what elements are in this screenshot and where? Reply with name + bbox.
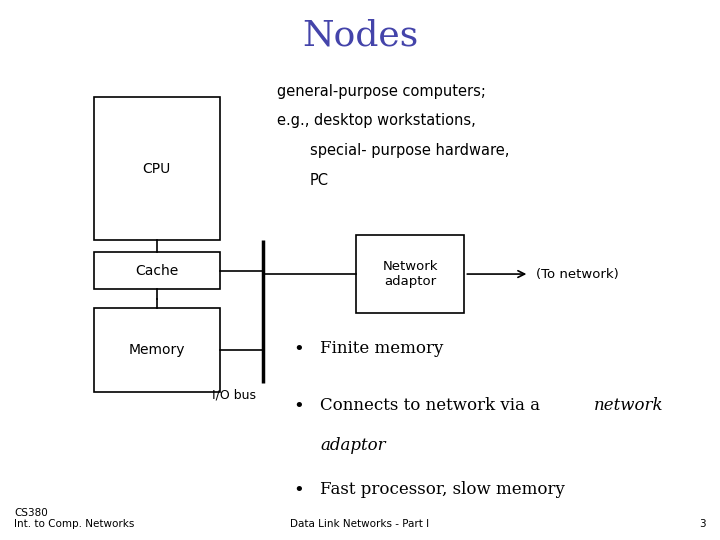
Text: special- purpose hardware,: special- purpose hardware, bbox=[310, 143, 509, 158]
Text: general-purpose computers;: general-purpose computers; bbox=[277, 84, 486, 99]
Text: •: • bbox=[294, 481, 304, 498]
FancyBboxPatch shape bbox=[94, 252, 220, 289]
Text: •: • bbox=[294, 340, 304, 358]
Text: Fast processor, slow memory: Fast processor, slow memory bbox=[320, 481, 565, 497]
Text: Memory: Memory bbox=[128, 343, 185, 356]
Text: Cache: Cache bbox=[135, 264, 179, 278]
Text: Connects to network via a: Connects to network via a bbox=[320, 397, 546, 414]
Text: PC: PC bbox=[310, 173, 328, 188]
Text: •: • bbox=[294, 397, 304, 415]
Text: network: network bbox=[594, 397, 664, 414]
FancyBboxPatch shape bbox=[356, 235, 464, 313]
Text: Finite memory: Finite memory bbox=[320, 340, 444, 357]
Text: CPU: CPU bbox=[143, 162, 171, 176]
Text: I/O bus: I/O bus bbox=[212, 389, 256, 402]
Text: CS380
Int. to Comp. Networks: CS380 Int. to Comp. Networks bbox=[14, 508, 135, 529]
Text: (To network): (To network) bbox=[536, 267, 619, 281]
Text: adaptor: adaptor bbox=[320, 437, 386, 454]
Text: Nodes: Nodes bbox=[302, 19, 418, 53]
Text: Data Link Networks - Part I: Data Link Networks - Part I bbox=[290, 519, 430, 529]
Text: e.g., desktop workstations,: e.g., desktop workstations, bbox=[277, 113, 476, 129]
FancyBboxPatch shape bbox=[94, 308, 220, 392]
Text: Network
adaptor: Network adaptor bbox=[382, 260, 438, 288]
Text: 3: 3 bbox=[699, 519, 706, 529]
FancyBboxPatch shape bbox=[94, 97, 220, 240]
